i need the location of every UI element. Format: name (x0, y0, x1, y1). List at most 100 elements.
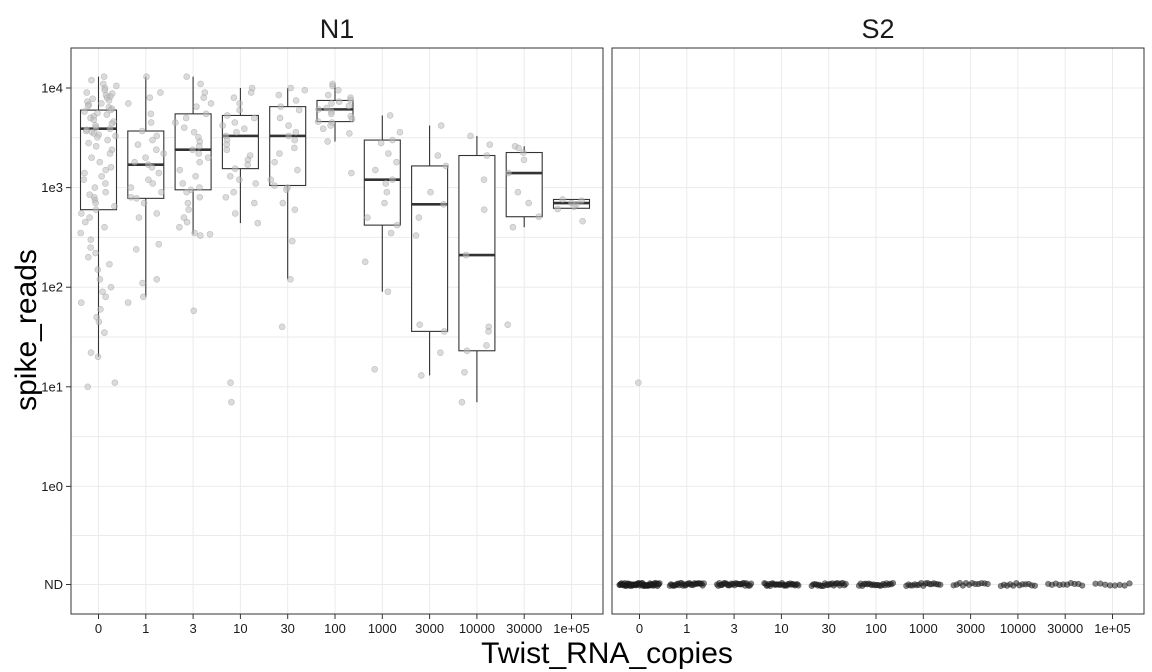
data-point (279, 199, 287, 207)
data-point (155, 240, 163, 248)
x-tick-label: 1000 (909, 621, 938, 636)
data-point (427, 188, 434, 196)
data-point (196, 184, 203, 191)
points-1 (666, 579, 707, 590)
data-point (250, 199, 258, 207)
data-point (92, 124, 100, 131)
nd-data-point (1126, 580, 1133, 587)
data-point (387, 229, 395, 237)
data-point (135, 214, 143, 221)
data-point (386, 112, 394, 119)
data-point (437, 349, 444, 356)
data-point (153, 132, 161, 140)
data-point (275, 91, 283, 99)
data-point (554, 205, 561, 213)
nd-data-point (984, 580, 991, 588)
data-point (230, 188, 237, 196)
data-point (364, 214, 371, 221)
data-point (98, 100, 105, 107)
points-30 (267, 84, 309, 331)
data-point (179, 180, 187, 187)
data-point (139, 279, 146, 287)
points-1000 (361, 112, 404, 373)
y-tick-label: 1e4 (41, 81, 63, 96)
data-point (292, 97, 300, 104)
data-point (278, 323, 286, 331)
data-point (271, 158, 278, 166)
data-point (90, 116, 98, 124)
data-point (223, 112, 231, 119)
x-tick-label: 3000 (415, 621, 444, 636)
x-tick-label: 10 (233, 621, 247, 636)
data-point (525, 199, 533, 207)
data-point (182, 114, 190, 122)
data-point (233, 128, 240, 136)
data-point (389, 176, 396, 184)
points-30000 (1045, 579, 1086, 589)
x-tick-label: 30 (821, 621, 835, 636)
points-10 (219, 84, 262, 406)
box-1000 (363, 115, 401, 292)
data-point (228, 398, 235, 406)
data-point (385, 150, 392, 157)
data-point (207, 100, 215, 107)
data-point (148, 163, 156, 171)
nd-data-point (1079, 582, 1086, 589)
data-point (189, 146, 196, 154)
data-point (113, 82, 120, 90)
data-point (570, 203, 578, 211)
data-point (196, 158, 203, 166)
points-10 (761, 579, 802, 589)
nd-data-point (842, 580, 849, 587)
x-tick-label: 100 (865, 621, 887, 636)
data-point (184, 199, 192, 207)
points-3 (713, 579, 755, 589)
data-point (85, 139, 92, 147)
x-tick-label: 30000 (506, 621, 542, 636)
data-point (81, 169, 88, 177)
panel-background (612, 48, 1144, 614)
data-point (84, 383, 92, 391)
box-iqr (269, 106, 307, 187)
data-point (190, 128, 198, 136)
data-point (323, 104, 331, 112)
data-point (347, 96, 354, 104)
data-point (183, 188, 190, 196)
points-100 (855, 579, 897, 589)
data-point (133, 195, 140, 202)
data-point (219, 122, 226, 129)
data-point (81, 108, 88, 115)
data-point (84, 102, 92, 110)
data-point (94, 133, 101, 141)
data-point (361, 258, 369, 266)
data-point (101, 329, 108, 336)
data-point (415, 214, 423, 221)
data-point (204, 154, 212, 161)
nd-data-point (747, 580, 755, 587)
data-point (247, 89, 255, 96)
data-point (183, 73, 191, 80)
data-point (416, 321, 423, 329)
data-point (202, 110, 210, 118)
data-point (461, 368, 468, 376)
data-point (192, 172, 199, 180)
data-point (236, 176, 243, 184)
data-point (520, 149, 527, 156)
data-point (98, 172, 106, 180)
data-point (89, 95, 96, 103)
panel-border (70, 47, 604, 615)
data-point (635, 379, 642, 386)
data-point (87, 349, 95, 356)
data-point (77, 229, 84, 237)
data-point (105, 97, 113, 104)
data-point (139, 293, 147, 301)
data-point (504, 321, 512, 329)
data-point (291, 136, 299, 144)
y-axis-title: spike_reads (10, 249, 43, 411)
x-axis-title: Twist_RNA_copies (481, 637, 733, 670)
y-tick-label: 1e1 (41, 379, 63, 394)
data-point (87, 244, 94, 251)
points-1000 (903, 579, 944, 589)
data-point (328, 110, 335, 118)
data-point (153, 276, 161, 283)
